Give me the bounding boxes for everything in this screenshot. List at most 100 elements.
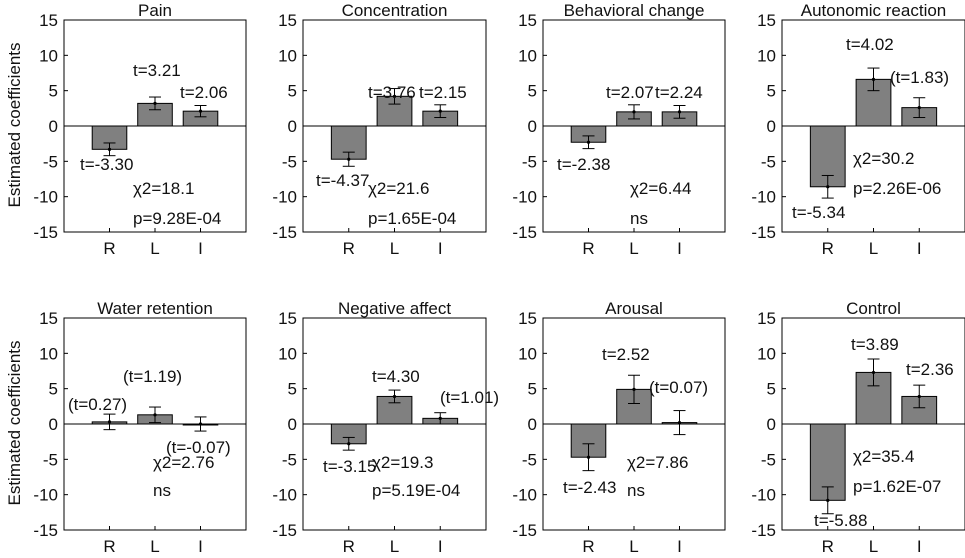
p-value-stat: p=9.28E-04: [133, 209, 221, 228]
y-tick-label: 0: [49, 117, 58, 136]
bar-t-label: (t=0.07): [649, 378, 708, 397]
chi-square-stat: χ2=7.86: [627, 453, 688, 472]
x-tick-label: I: [677, 239, 682, 258]
y-tick-label: 5: [49, 82, 58, 101]
y-tick-label: 10: [39, 344, 58, 363]
mean-point: [438, 416, 442, 420]
bar-t-label: (t=1.83): [890, 68, 949, 87]
y-tick-label: -15: [272, 223, 297, 242]
mean-point: [677, 420, 682, 425]
chi-square-stat: χ2=18.1: [133, 179, 194, 198]
chart-panel-6: -15 -10 -5 0 5 10 15 R L I Negative affect t=-3.15 t…: [272, 299, 499, 556]
y-tick-label: 15: [518, 11, 537, 30]
y-tick-label: 5: [528, 82, 537, 101]
mean-point: [917, 394, 921, 399]
chart-panel-7: -15 -10 -5 0 5 10 15 R L I Arousal t=-2.43 t=2.52 (t=…: [512, 299, 726, 556]
mean-point: [198, 109, 203, 113]
x-tick-label: L: [869, 239, 878, 258]
chi-square-stat: χ2=35.4: [853, 447, 914, 466]
bar-t-label: t=-3.15: [323, 457, 376, 476]
y-tick-label: 5: [767, 380, 776, 399]
p-value-stat: p=1.65E-04: [368, 209, 456, 228]
x-tick-label: R: [582, 537, 594, 556]
chi-square-stat: χ2=6.44: [630, 179, 691, 198]
bar-t-label: t=-2.43: [563, 478, 616, 497]
x-tick-label: R: [343, 537, 355, 556]
y-tick-label: -10: [33, 188, 58, 207]
panel-title: Water retention: [97, 299, 213, 318]
chart-panel-2: -15 -10 -5 0 5 10 15 R L I Concentration t=-4.37 t=3…: [272, 1, 487, 258]
x-tick-label: L: [150, 537, 159, 556]
y-tick-label: 15: [757, 309, 776, 328]
chart-panel-8: -15 -10 -5 0 5 10 15 R L I Control t=-5.88 t=3.89 t=2…: [751, 299, 965, 556]
mean-point: [826, 498, 830, 502]
chi-square-stat: χ2=30.2: [853, 149, 914, 168]
panel-title: Autonomic reaction: [801, 1, 947, 20]
x-tick-label: L: [869, 537, 878, 556]
bar-t-label: t=-5.34: [792, 203, 845, 222]
y-tick-label: 0: [288, 117, 297, 136]
mean-point: [586, 140, 591, 144]
y-tick-label: 15: [278, 309, 297, 328]
mean-point: [392, 394, 397, 399]
x-tick-label: I: [438, 537, 443, 556]
chi-square-stat: χ2=2.76: [153, 453, 214, 472]
bar-t-label: t=2.07: [606, 83, 654, 102]
mean-point: [826, 185, 830, 189]
mean-point: [586, 455, 591, 459]
mean-point: [871, 370, 876, 375]
y-tick-label: 10: [518, 46, 537, 65]
y-tick-label: -5: [761, 450, 776, 469]
x-tick-label: R: [343, 239, 355, 258]
bar-t-label: t=2.52: [602, 345, 650, 364]
mean-point: [632, 110, 636, 114]
y-tick-label: -15: [751, 223, 776, 242]
y-tick-label: 10: [757, 46, 776, 65]
y-tick-label: -5: [43, 152, 58, 171]
bar-t-label: t=4.02: [846, 35, 894, 54]
y-tick-label: 15: [518, 309, 537, 328]
y-axis-label: Estimated coefficients: [5, 340, 24, 505]
p-value-stat: ns: [153, 481, 171, 500]
chi-square-stat: χ2=19.3: [372, 453, 433, 472]
mean-point: [107, 147, 112, 151]
y-tick-label: 15: [278, 11, 297, 30]
bar-t-label: (t=1.19): [123, 367, 182, 386]
x-tick-label: R: [103, 239, 115, 258]
y-tick-label: 10: [39, 46, 58, 65]
y-axis-label: Estimated coefficients: [5, 42, 24, 207]
bar-t-label: t=2.24: [655, 83, 703, 102]
y-tick-label: -10: [272, 188, 297, 207]
mean-point: [871, 77, 876, 81]
y-tick-label: 5: [288, 380, 297, 399]
y-tick-label: -10: [751, 486, 776, 505]
p-value-stat: p=5.19E-04: [372, 481, 460, 500]
y-tick-label: -5: [761, 152, 776, 171]
p-value-stat: p=1.62E-07: [853, 477, 941, 496]
bar-t-label: t=-2.38: [557, 155, 610, 174]
y-tick-label: -10: [33, 486, 58, 505]
mean-point: [677, 110, 682, 114]
chart-panel-4: -15 -10 -5 0 5 10 15 R L I Autonomic reaction t=-5.…: [751, 1, 965, 258]
x-tick-label: L: [629, 239, 638, 258]
x-tick-label: I: [198, 239, 203, 258]
y-tick-label: 5: [288, 82, 297, 101]
y-tick-label: 15: [757, 11, 776, 30]
bar-R: [330, 125, 367, 160]
y-tick-label: -10: [272, 486, 297, 505]
y-tick-label: -10: [512, 188, 537, 207]
bar-t-label: t=4.30: [372, 367, 420, 386]
x-tick-label: I: [917, 537, 922, 556]
x-tick-label: L: [629, 537, 638, 556]
y-tick-label: -15: [33, 521, 58, 540]
y-tick-label: 0: [528, 415, 537, 434]
panel-title: Control: [846, 299, 901, 318]
p-value-stat: ns: [630, 209, 648, 228]
panel-title: Concentration: [342, 1, 448, 20]
bar-t-label: t=2.15: [419, 83, 467, 102]
bar-t-label: t=-5.88: [814, 511, 867, 530]
chart-panel-1: -15 -10 -5 0 5 10 15 R L I Pain t=-3.30 t=3.21 t=2.06…: [33, 1, 247, 258]
y-tick-label: -10: [751, 188, 776, 207]
chi-square-stat: χ2=21.6: [368, 179, 429, 198]
